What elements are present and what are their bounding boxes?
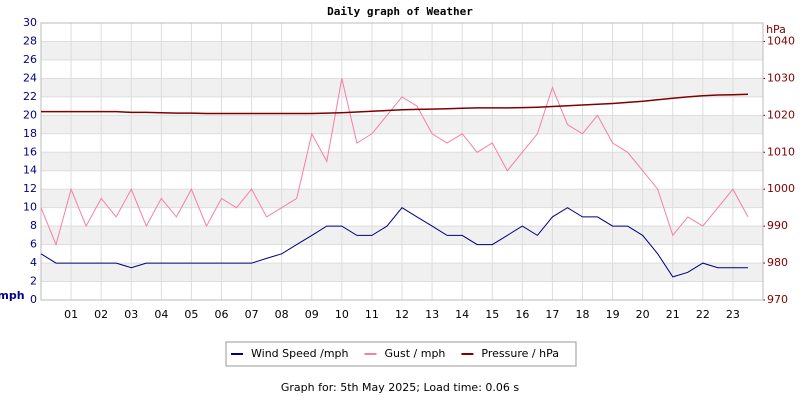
y2-tick-label: 980 — [767, 256, 788, 269]
series-line — [40, 78, 749, 247]
x-tick-label: 06 — [215, 308, 229, 321]
x-tick-label: 20 — [636, 308, 650, 321]
y-tick-label: 16 — [23, 145, 37, 158]
x-tick-label: 11 — [365, 308, 379, 321]
x-tick-label: 17 — [545, 308, 559, 321]
y2-tick-label: 1000 — [767, 182, 795, 195]
y-tick-label: 8 — [30, 219, 37, 232]
x-tick-label: 04 — [154, 308, 168, 321]
x-tick-label: 09 — [305, 308, 319, 321]
x-tick-label: 07 — [245, 308, 259, 321]
x-tick-label: 01 — [64, 308, 78, 321]
x-tick-label: 23 — [726, 308, 740, 321]
y-tick-label: 24 — [23, 71, 37, 84]
x-tick-label: 05 — [184, 308, 198, 321]
legend-label: Gust / mph — [385, 347, 446, 360]
legend-label: Pressure / hPa — [481, 347, 559, 360]
x-tick-label: 19 — [606, 308, 620, 321]
y-tick-label: 2 — [30, 275, 37, 288]
y-axis-label: mph — [0, 289, 25, 302]
x-tick-label: 10 — [335, 308, 349, 321]
y2-axis-label: hPa — [766, 23, 786, 36]
y2-tick-label: 990 — [767, 219, 788, 232]
y-tick-label: 28 — [23, 34, 37, 47]
x-tick-label: 14 — [455, 308, 469, 321]
x-tick-label: 12 — [395, 308, 409, 321]
x-tick-label: 08 — [275, 308, 289, 321]
series-line — [40, 207, 748, 278]
x-tick-label: 03 — [124, 308, 138, 321]
y2-tick-label: 1040 — [767, 34, 795, 47]
x-tick-label: 02 — [94, 308, 108, 321]
x-tick-label: 15 — [485, 308, 499, 321]
y-tick-label: 4 — [30, 256, 37, 269]
y-tick-label: 12 — [23, 182, 37, 195]
legend-label: Wind Speed /mph — [251, 347, 349, 360]
series-line — [41, 93, 749, 115]
x-tick-label: 16 — [515, 308, 529, 321]
chart-title: Daily graph of Weather — [327, 5, 473, 18]
x-tick-label: 21 — [666, 308, 680, 321]
footer: Graph for: 5th May 2025; Load time: 0.06… — [281, 381, 520, 394]
y-tick-label: 30 — [23, 16, 37, 29]
y-tick-label: 26 — [23, 53, 37, 66]
y-tick-label: 6 — [30, 238, 37, 251]
y-tick-label: 14 — [23, 164, 37, 177]
y2-tick-label: 1010 — [767, 145, 795, 158]
legend-box — [225, 341, 577, 367]
y-tick-label: 20 — [23, 108, 37, 121]
y2-tick-label: 970 — [767, 293, 788, 306]
x-tick-label: 13 — [425, 308, 439, 321]
y-tick-label: 18 — [23, 127, 37, 140]
y2-tick-label: 1030 — [767, 71, 795, 84]
plot-frame — [40, 22, 764, 301]
y-tick-label: 0 — [30, 293, 37, 306]
x-tick-label: 22 — [696, 308, 710, 321]
y2-tick-label: 1020 — [767, 108, 795, 121]
y-tick-label: 22 — [23, 90, 37, 103]
x-tick-label: 18 — [576, 308, 590, 321]
y-tick-label: 10 — [23, 201, 37, 214]
